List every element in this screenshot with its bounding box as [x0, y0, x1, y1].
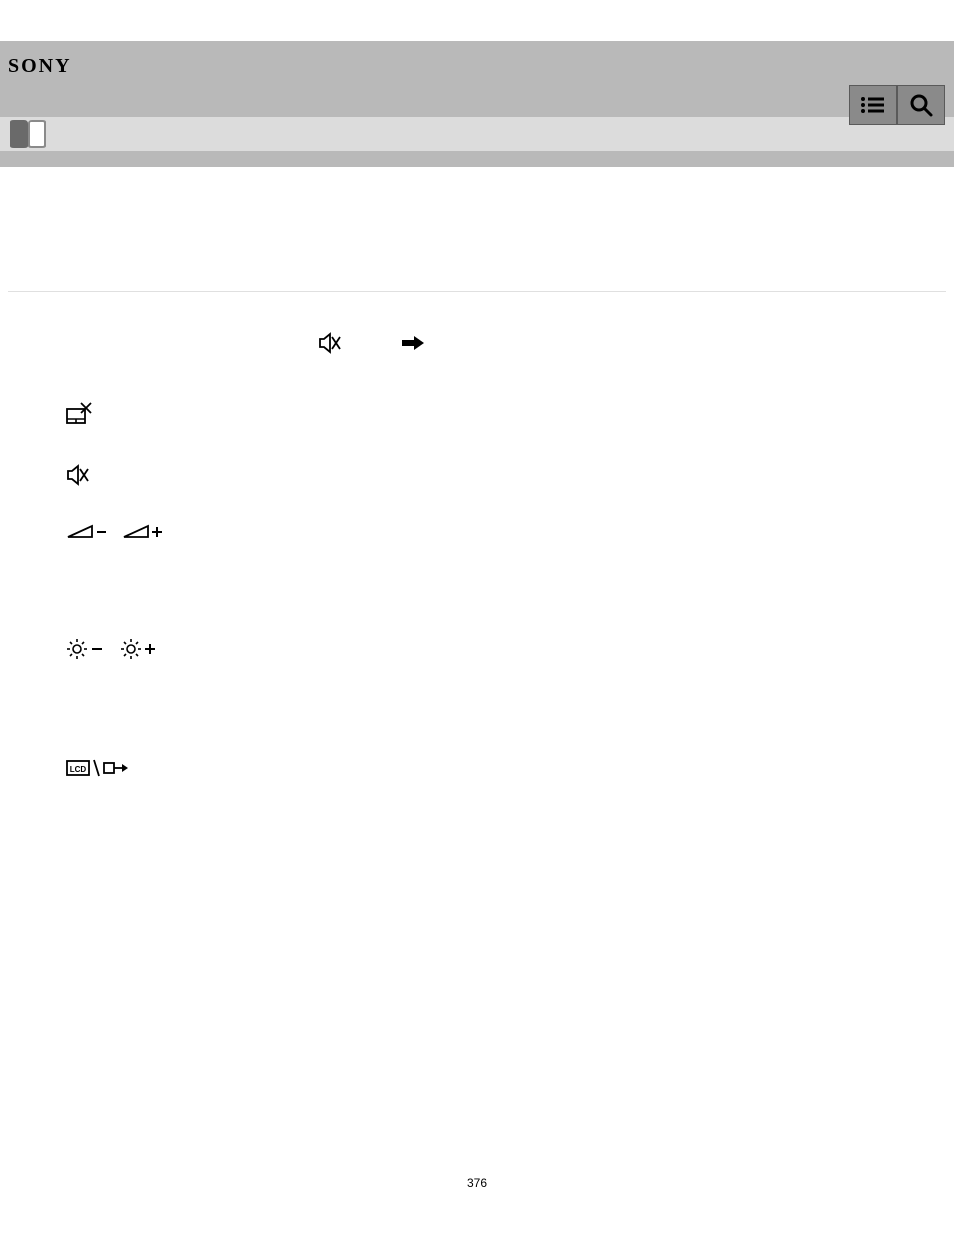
row-mute-arrow	[318, 332, 946, 354]
divider	[8, 291, 946, 292]
volume-down-icon	[66, 524, 108, 540]
search-button[interactable]	[897, 85, 945, 125]
mute-icon	[318, 332, 342, 354]
search-icon	[908, 92, 934, 118]
menu-button[interactable]	[849, 85, 897, 125]
lcd-output-icon: LCD	[66, 758, 130, 778]
touchpad-off-icon	[66, 402, 92, 426]
gray-band	[0, 151, 954, 167]
header-buttons	[849, 85, 945, 125]
section-tab-icon	[6, 118, 54, 150]
content: LCD	[0, 167, 954, 778]
svg-text:LCD: LCD	[70, 765, 87, 774]
top-spacer	[0, 0, 954, 41]
brightness-down-icon	[66, 638, 106, 660]
brightness-up-icon	[120, 638, 160, 660]
page-number: 376	[0, 1176, 954, 1190]
arrow-right-icon	[402, 336, 424, 350]
volume-up-icon	[122, 524, 164, 540]
sony-logo: SONY	[8, 55, 72, 78]
row-touchpad-off	[66, 402, 946, 426]
row-mute	[66, 464, 946, 486]
row-brightness	[66, 638, 946, 660]
list-icon	[860, 95, 886, 115]
header: SONY	[0, 41, 954, 117]
mute-icon-2	[66, 464, 90, 486]
row-volume	[66, 524, 946, 540]
subheader	[0, 117, 954, 151]
row-lcd-output: LCD	[66, 758, 946, 778]
